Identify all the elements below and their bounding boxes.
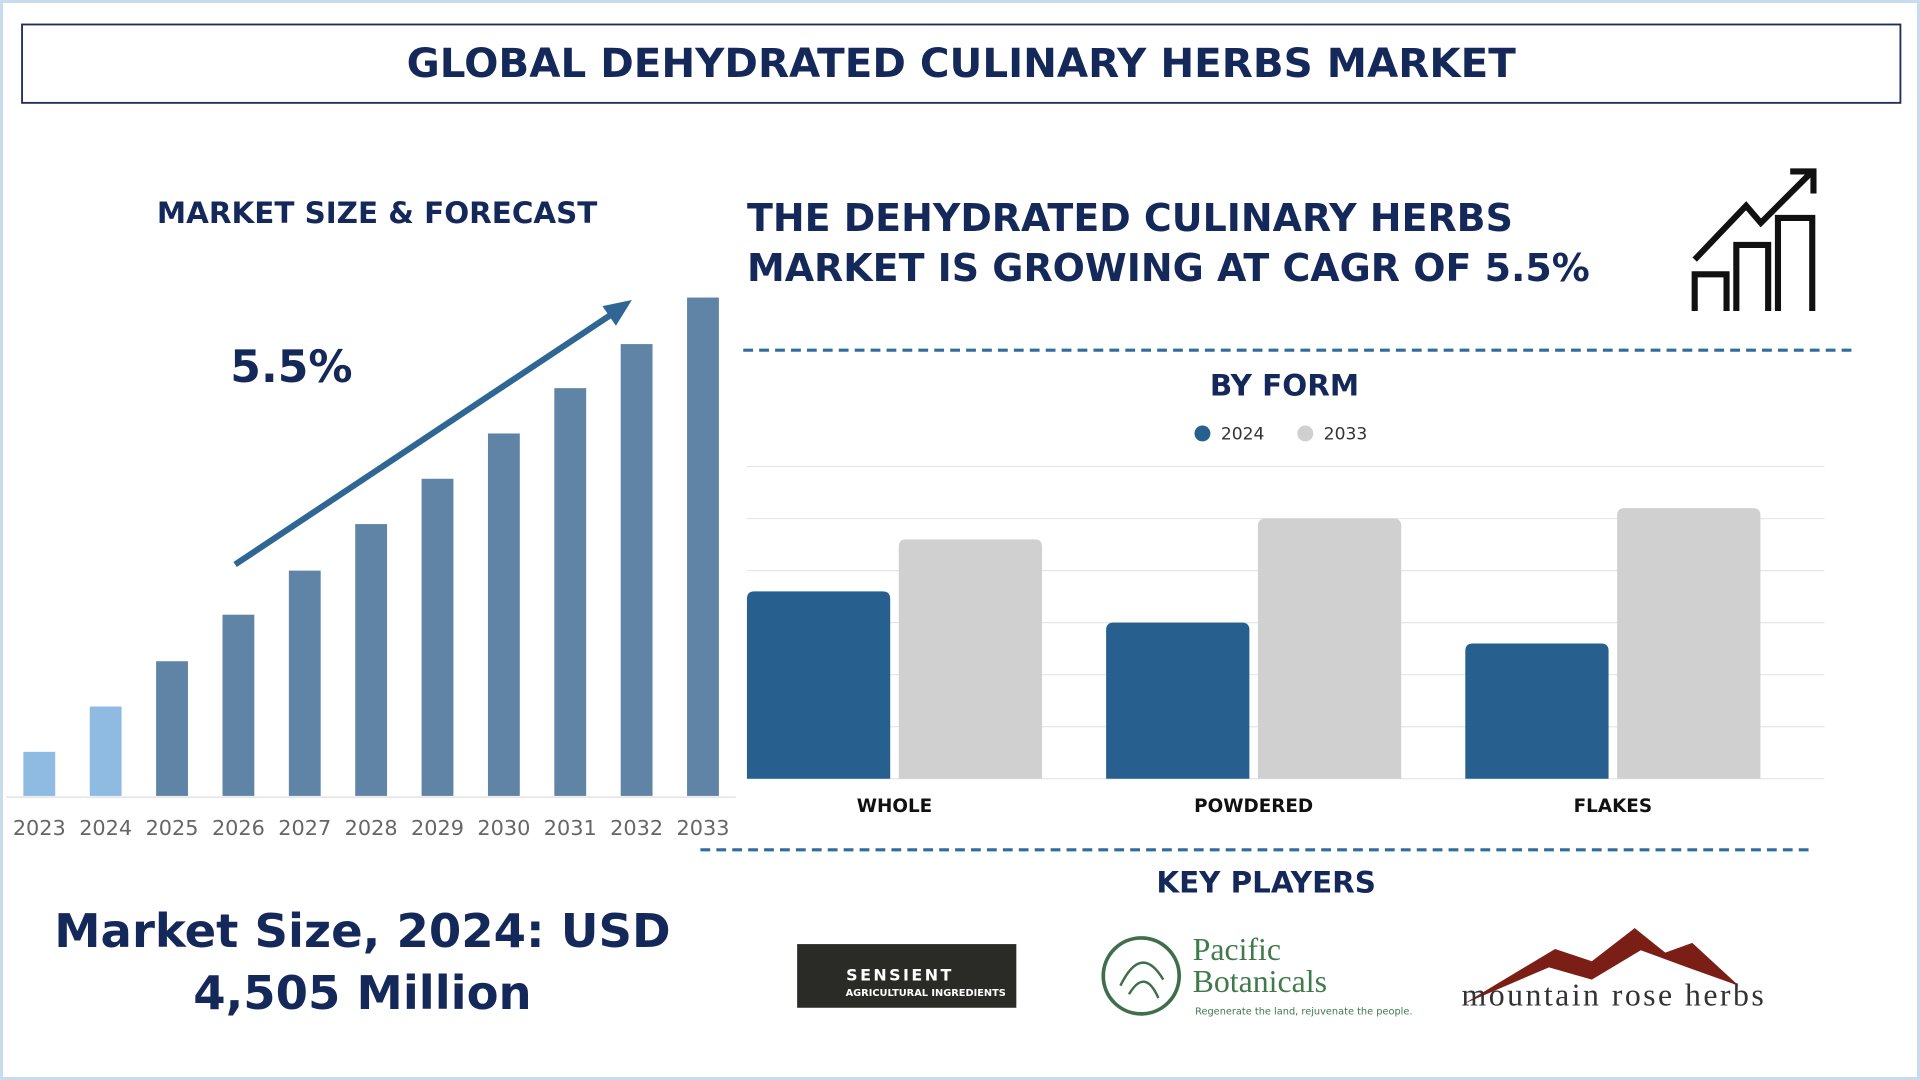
x-tick-label: 2025 xyxy=(146,816,199,840)
bar xyxy=(222,614,255,796)
x-tick-label: FLAKES xyxy=(1574,796,1652,817)
chart-title: MARKET SIZE & FORECAST xyxy=(157,196,597,230)
bar xyxy=(89,706,122,796)
growth-arrow xyxy=(233,307,621,568)
growth-icon xyxy=(1691,168,1817,312)
logo-name: mountain rose herbs xyxy=(1462,977,1767,1012)
x-tick-label: 2024 xyxy=(79,816,132,840)
logo-name: SENSIENT xyxy=(846,965,954,984)
x-tick-label: 2030 xyxy=(477,816,530,840)
market-size: Market Size, 2024: USD xyxy=(54,904,670,958)
headline: MARKET IS GROWING AT CAGR OF 5.5% xyxy=(747,246,1590,290)
bar xyxy=(156,661,188,796)
chart-title: BY FORM xyxy=(1210,368,1359,402)
x-tick-label: 2023 xyxy=(13,816,66,840)
x-tick-label: 2032 xyxy=(610,816,663,840)
bar xyxy=(1465,643,1609,779)
cagr-annotation: 5.5% xyxy=(230,342,352,393)
header-box xyxy=(21,23,1902,104)
bar xyxy=(898,539,1043,779)
logo-name: Pacific xyxy=(1193,932,1281,967)
legend-label: 2024 xyxy=(1221,425,1265,445)
arrow-head xyxy=(602,300,632,326)
bar xyxy=(23,751,56,796)
legend-label: 2033 xyxy=(1324,425,1368,445)
bar xyxy=(288,570,321,796)
logo-mountain-rose: mountain rose herbs xyxy=(1462,928,1767,1012)
x-tick-label: 2031 xyxy=(544,816,597,840)
logo-sensient: SENSIENT AGRICULTURAL INGREDIENTS xyxy=(797,944,1017,1008)
bar xyxy=(1106,622,1250,779)
x-tick-label: 2029 xyxy=(411,816,464,840)
logo-tagline: Regenerate the land, rejuvenate the peop… xyxy=(1195,1006,1412,1017)
x-tick-label: 2027 xyxy=(278,816,331,840)
bar xyxy=(746,591,891,779)
page-title: GLOBAL DEHYDRATED CULINARY HERBS MARKET xyxy=(407,39,1517,87)
logo-pacific: Pacific Botanicals Regenerate the land, … xyxy=(1101,932,1413,1017)
bar xyxy=(421,478,454,796)
bar xyxy=(687,297,719,796)
legend-swatch xyxy=(1194,425,1211,442)
legend-swatch xyxy=(1297,425,1314,442)
section-heading: KEY PLAYERS xyxy=(1156,866,1376,900)
x-tick-label: 2028 xyxy=(345,816,398,840)
bar xyxy=(487,433,520,796)
logo-bg xyxy=(797,944,1017,1008)
logo-emblem xyxy=(1101,936,1182,1016)
x-tick-label: POWDERED xyxy=(1194,796,1313,817)
market-size: 4,505 Million xyxy=(193,966,531,1020)
logo-name: Botanicals xyxy=(1193,964,1327,999)
bar xyxy=(554,388,587,796)
bar xyxy=(620,344,653,796)
headline: THE DEHYDRATED CULINARY HERBS xyxy=(747,196,1513,240)
bar xyxy=(1617,508,1761,779)
x-tick-label: 2033 xyxy=(677,816,730,840)
logo-mountain xyxy=(1463,928,1739,1005)
logo-tagline: AGRICULTURAL INGREDIENTS xyxy=(846,988,1006,999)
x-tick-label: WHOLE xyxy=(857,796,932,817)
bar xyxy=(355,524,388,796)
bar xyxy=(1257,518,1402,779)
x-tick-label: 2026 xyxy=(212,816,265,840)
